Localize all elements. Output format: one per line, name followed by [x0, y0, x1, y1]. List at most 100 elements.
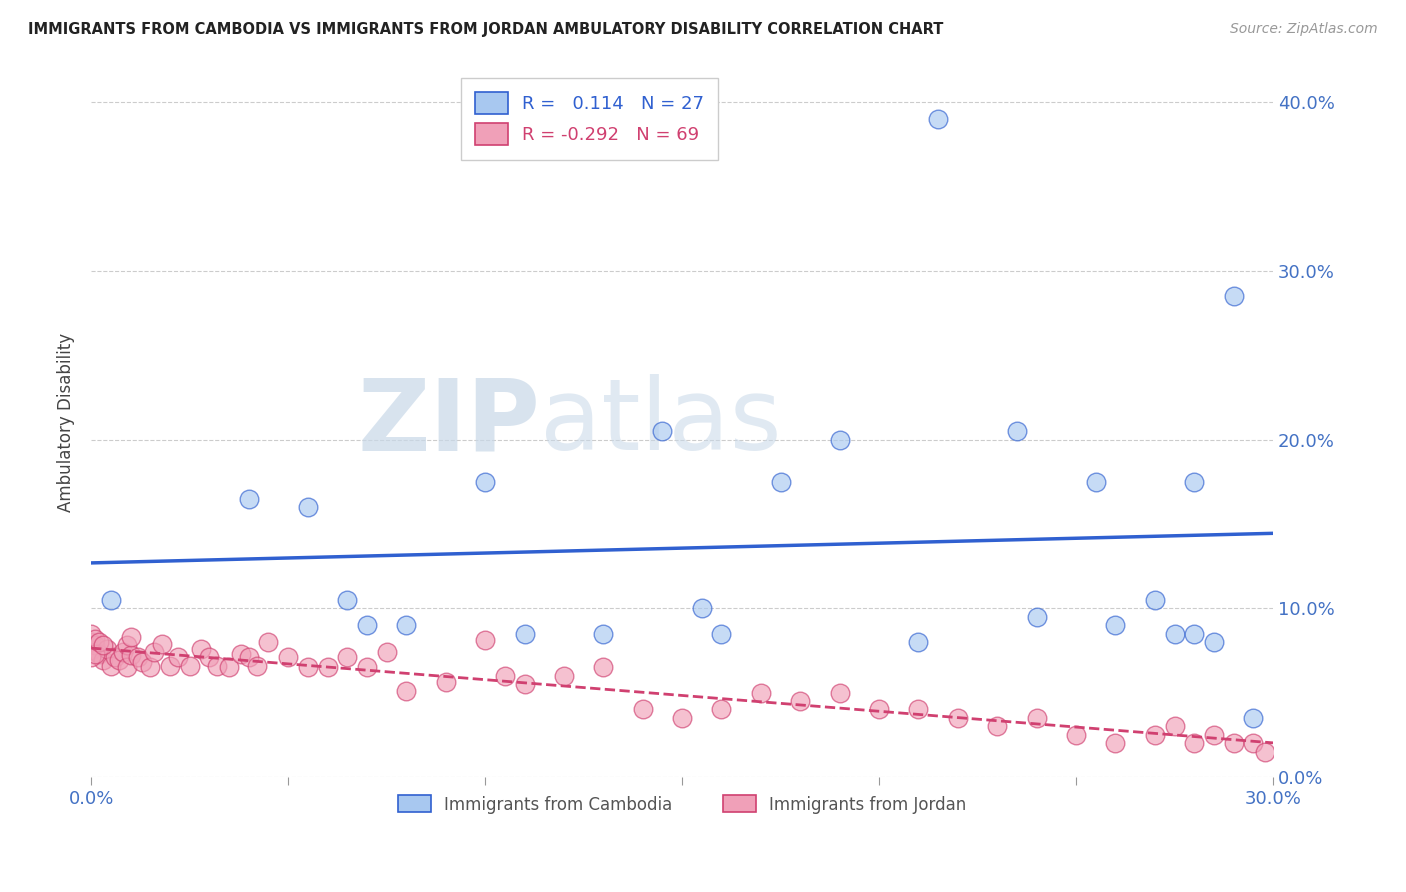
Text: ZIP: ZIP: [357, 374, 540, 471]
Point: [277, 650, 299, 665]
Point: [1222, 289, 1244, 303]
Point: [100, 658, 122, 673]
Point: [434, 675, 457, 690]
Point: [1064, 728, 1087, 742]
Point: [179, 658, 201, 673]
Point: [1104, 618, 1126, 632]
Point: [1005, 424, 1028, 438]
Point: [1254, 745, 1277, 759]
Point: [159, 658, 181, 673]
Point: [1182, 475, 1205, 489]
Point: [91, 638, 114, 652]
Point: [1222, 736, 1244, 750]
Point: [104, 650, 127, 665]
Point: [395, 683, 418, 698]
Point: [257, 635, 280, 649]
Point: [115, 660, 138, 674]
Point: [316, 660, 339, 674]
Point: [80, 635, 103, 649]
Y-axis label: Ambulatory Disability: Ambulatory Disability: [58, 333, 75, 512]
Point: [592, 660, 614, 674]
Point: [1084, 475, 1107, 489]
Point: [190, 641, 212, 656]
Point: [1104, 736, 1126, 750]
Point: [1241, 711, 1264, 725]
Point: [710, 702, 733, 716]
Point: [828, 685, 851, 699]
Point: [1182, 626, 1205, 640]
Point: [143, 645, 166, 659]
Point: [1163, 719, 1185, 733]
Point: [592, 626, 614, 640]
Point: [139, 660, 162, 674]
Point: [749, 685, 772, 699]
Point: [91, 653, 114, 667]
Point: [84, 647, 107, 661]
Point: [631, 702, 654, 716]
Point: [513, 626, 536, 640]
Point: [1025, 711, 1047, 725]
Point: [336, 650, 359, 665]
Point: [927, 112, 949, 127]
Point: [356, 660, 378, 674]
Text: IMMIGRANTS FROM CAMBODIA VS IMMIGRANTS FROM JORDAN AMBULATORY DISABILITY CORRELA: IMMIGRANTS FROM CAMBODIA VS IMMIGRANTS F…: [28, 22, 943, 37]
Point: [218, 660, 240, 674]
Point: [789, 694, 811, 708]
Point: [238, 650, 260, 665]
Point: [828, 433, 851, 447]
Point: [198, 650, 221, 665]
Point: [84, 632, 107, 646]
Point: [80, 643, 103, 657]
Point: [96, 641, 118, 656]
Point: [946, 711, 969, 725]
Point: [986, 719, 1008, 733]
Point: [131, 655, 153, 669]
Point: [84, 638, 107, 652]
Point: [166, 650, 188, 665]
Point: [690, 601, 713, 615]
Point: [1143, 728, 1166, 742]
Point: [150, 637, 173, 651]
Point: [127, 650, 149, 665]
Point: [297, 500, 319, 514]
Point: [107, 653, 129, 667]
Point: [395, 618, 418, 632]
Point: [651, 424, 673, 438]
Point: [474, 475, 496, 489]
Point: [120, 648, 142, 663]
Text: atlas: atlas: [540, 374, 782, 471]
Point: [907, 635, 929, 649]
Point: [494, 668, 516, 682]
Point: [1202, 635, 1225, 649]
Point: [1025, 609, 1047, 624]
Point: [87, 635, 110, 649]
Point: [238, 491, 260, 506]
Point: [553, 668, 575, 682]
Point: [375, 645, 398, 659]
Point: [80, 626, 103, 640]
Point: [868, 702, 890, 716]
Point: [111, 645, 134, 659]
Point: [1143, 592, 1166, 607]
Legend: Immigrants from Cambodia, Immigrants from Jordan: Immigrants from Cambodia, Immigrants fro…: [387, 784, 979, 825]
Point: [1202, 728, 1225, 742]
Point: [87, 647, 110, 661]
Point: [229, 647, 252, 661]
Point: [356, 618, 378, 632]
Point: [907, 702, 929, 716]
Point: [513, 677, 536, 691]
Point: [671, 711, 693, 725]
Point: [246, 658, 269, 673]
Point: [1182, 736, 1205, 750]
Point: [1163, 626, 1185, 640]
Point: [710, 626, 733, 640]
Point: [100, 592, 122, 607]
Point: [336, 592, 359, 607]
Point: [1241, 736, 1264, 750]
Point: [80, 650, 103, 665]
Point: [205, 658, 228, 673]
Point: [120, 630, 142, 644]
Point: [297, 660, 319, 674]
Point: [474, 633, 496, 648]
Point: [115, 638, 138, 652]
